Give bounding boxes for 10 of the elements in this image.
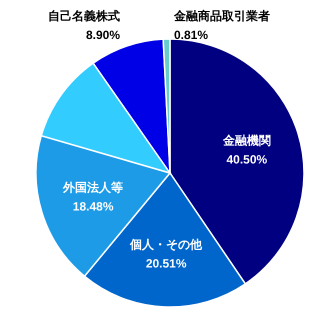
slice-label: 外国法人等 bbox=[62, 180, 124, 195]
slice-label: 金融機関 bbox=[222, 133, 271, 148]
data-label: 8.90% bbox=[86, 28, 120, 42]
data-label: 18.48% bbox=[72, 200, 114, 214]
data-label: 0.81% bbox=[174, 28, 208, 42]
slice-label: 金融商品取引業者 bbox=[173, 9, 270, 23]
slice-label: 個人・その他 bbox=[129, 237, 204, 252]
data-label: 40.50% bbox=[226, 152, 268, 166]
slice-label: 自己名義株式 bbox=[48, 9, 120, 23]
data-label: 20.51% bbox=[146, 256, 187, 270]
